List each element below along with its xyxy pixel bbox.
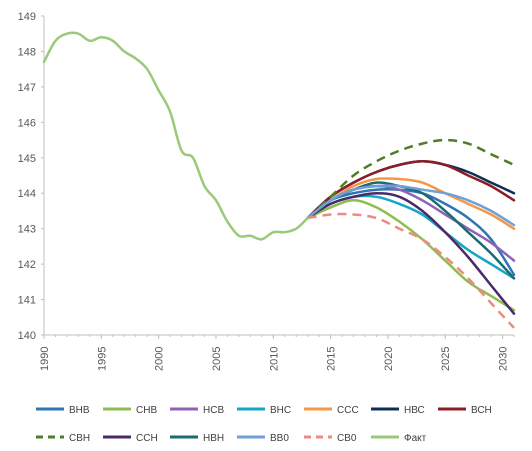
series-line-ССС <box>306 177 516 230</box>
legend-label: ВСН <box>471 405 492 416</box>
x-tick-label: 1990 <box>39 347 51 371</box>
y-tick-label: 149 <box>18 11 36 23</box>
x-tick-label: 1995 <box>96 347 108 371</box>
series-line-ВВ0 <box>306 184 516 227</box>
legend-label: НВС <box>404 405 425 416</box>
y-tick-label: 145 <box>18 153 36 165</box>
y-tick-label: 143 <box>18 224 36 236</box>
x-tick-label: 2005 <box>211 347 223 371</box>
x-tick-label: 2015 <box>326 347 338 371</box>
series-line-СВН <box>306 138 515 219</box>
y-tick-label: 146 <box>18 117 36 129</box>
legend-label: ССН <box>136 433 158 444</box>
series-line-ССН <box>306 191 516 315</box>
series-line-Факт <box>42 31 309 241</box>
series-line-СВ0 <box>307 212 515 329</box>
y-tick-label: 142 <box>18 259 36 271</box>
legend-label: Факт <box>404 433 427 444</box>
x-tick-label: 2025 <box>440 347 452 371</box>
y-tick-label: 147 <box>18 82 36 94</box>
x-tick-label: 2030 <box>498 347 510 371</box>
legend-label: ВВ0 <box>270 433 289 444</box>
legend-label: ССС <box>337 405 359 416</box>
series-line-ВСН <box>306 160 516 220</box>
legend-label: СВ0 <box>337 433 357 444</box>
legend-label: ВНВ <box>69 405 90 416</box>
series-line-ВНВ <box>306 188 516 276</box>
y-tick-label: 148 <box>18 46 36 58</box>
x-tick-label: 2000 <box>154 347 166 371</box>
legend-label: СВН <box>69 433 90 444</box>
legend-label: СНВ <box>136 405 157 416</box>
x-tick-label: 2020 <box>383 347 395 371</box>
legend-label: НВН <box>203 433 224 444</box>
y-tick-label: 144 <box>18 188 36 200</box>
legend-label: ВНС <box>270 405 291 416</box>
x-tick-label: 2010 <box>268 347 280 371</box>
y-tick-label: 140 <box>18 330 36 342</box>
legend-label: НСВ <box>203 405 224 416</box>
y-tick-label: 141 <box>18 295 36 307</box>
